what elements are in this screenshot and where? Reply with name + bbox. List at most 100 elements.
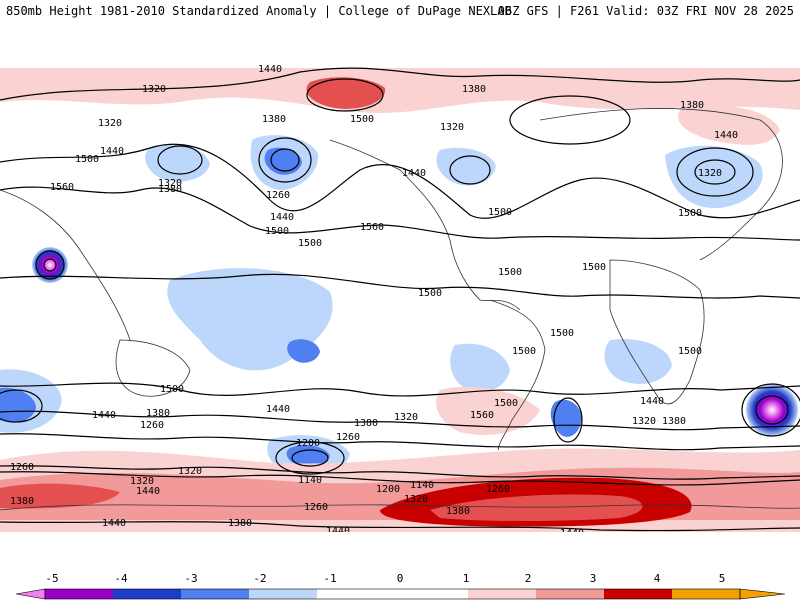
contour-1380-north: [509, 95, 631, 145]
anomaly-shading: [0, 68, 800, 532]
north-america-coast: [329, 139, 521, 311]
contour-label: 1500: [418, 288, 442, 299]
contour-label: 1260: [304, 502, 328, 513]
colorbar-cell-pos5: [672, 589, 740, 599]
contour-label: 1320: [440, 122, 464, 133]
contour-label: 1320: [698, 168, 722, 179]
antarctica-coast: [0, 504, 800, 511]
colorbar-label: 4: [653, 572, 661, 585]
contour-label: 1500: [494, 398, 518, 409]
colorbar-label: -5: [45, 572, 59, 585]
south-atlantic-blue: [604, 339, 672, 384]
aleutian-high: [306, 77, 386, 109]
height-contours: [0, 67, 800, 532]
contour-low-south-indian-inner: [755, 395, 789, 425]
contour-label: 1440: [136, 486, 160, 497]
contour-low-south-atlantic: [553, 397, 583, 443]
contour-low-atlantic: [449, 155, 491, 185]
eurasia-positive: [678, 105, 780, 145]
contour-label: 1260: [266, 190, 290, 201]
colorbar-label: 1: [462, 572, 470, 585]
contour-label: 1440: [92, 410, 116, 421]
contour-1320-south: [0, 471, 800, 486]
contour-low-siberia: [676, 147, 754, 197]
colorbar-label: 2: [524, 572, 532, 585]
contour-label: 1380: [446, 506, 470, 517]
contour-label: 1500: [488, 207, 512, 218]
contour-label: 1440: [402, 168, 426, 179]
contour-label: 1560: [470, 410, 494, 421]
contour-low-pacific: [258, 137, 312, 183]
map-canvas: 1440 1320 1500 1380 1320 1440 1500 1560 …: [0, 64, 800, 532]
colorbar-label: 5: [718, 572, 726, 585]
contour-label: 1260: [10, 462, 34, 473]
contour-labels: 1440 1320 1500 1380 1320 1440 1500 1560 …: [10, 64, 738, 532]
contour-1440-north: [0, 67, 800, 101]
contour-label: 1380: [10, 496, 34, 507]
contour-label: 1320: [632, 416, 656, 427]
colorbar-label: -4: [114, 572, 128, 585]
contour-label: 1320: [178, 466, 202, 477]
contour-label: 1320: [158, 178, 182, 189]
southern-ocean-positive-core: [430, 494, 643, 521]
contour-label: 1500: [350, 114, 374, 125]
australia-coast: [115, 339, 191, 397]
contour-low-siberia-inner: [694, 159, 736, 185]
contour-label: 1500: [582, 262, 606, 273]
colorbar-label: 3: [589, 572, 597, 585]
contour-label: 1440: [100, 146, 124, 157]
south-atlantic-low: [550, 399, 582, 437]
colorbar-cell-pos1: [400, 589, 468, 599]
contour-label: 1380: [228, 518, 252, 529]
east-asia-low: [145, 144, 210, 182]
contour-label: 1140: [410, 480, 434, 491]
contour-1260-south: [0, 465, 800, 480]
colorbar-cell-neg4: [113, 589, 181, 599]
colorbar-strip: [15, 588, 786, 600]
contour-1500-tropics: [0, 273, 800, 299]
colorbar-tip-right: [739, 588, 786, 600]
valid-time-label: 06Z GFS | F261 Valid: 03Z FRI NOV 28 202…: [497, 4, 794, 18]
contour-low-south-pacific-inner: [291, 449, 329, 467]
south-america-coast: [489, 299, 546, 451]
west-positive-south: [0, 483, 120, 509]
contour-1560-north: [0, 186, 800, 241]
contour-low-pacific-inner: [270, 148, 300, 172]
siberia-low: [665, 145, 763, 209]
contour-label: 1500: [678, 208, 702, 219]
contour-label: 1380: [680, 100, 704, 111]
contour-label: 1500: [678, 346, 702, 357]
contour-label: 1440: [270, 212, 294, 223]
colorbar-cell-pos3: [536, 589, 604, 599]
colorbar-label: 0: [396, 572, 404, 585]
colorbar-label: -1: [323, 572, 337, 585]
contour-low-south-pacific: [275, 441, 345, 475]
colorbar: -5 -4 -3 -2 -1 0 1 2 3 4 5: [0, 572, 800, 600]
contour-1500-south: [0, 382, 800, 397]
contour-label: 1440: [560, 528, 584, 532]
contour-low-east-asia: [157, 145, 203, 175]
colorbar-tip-left: [15, 588, 46, 600]
contour-label: 1260: [336, 432, 360, 443]
colorbar-label: -2: [253, 572, 267, 585]
contour-label: 1320: [142, 84, 166, 95]
colorbar-cell-neg3: [181, 589, 249, 599]
contour-label: 1440: [640, 396, 664, 407]
contour-label: 1320: [404, 494, 428, 505]
contour-1380-south: [0, 433, 800, 451]
south-indian-low: [746, 384, 798, 436]
contour-label: 1320: [394, 412, 418, 423]
anomaly-map[interactable]: 1440 1320 1500 1380 1320 1440 1500 1560 …: [0, 40, 800, 532]
contour-label: 1380: [158, 184, 182, 195]
contour-label: 1500: [498, 267, 522, 278]
contour-typhoon-inner: [43, 258, 57, 272]
contour-label: 1200: [376, 484, 400, 495]
map-title: 850mb Height 1981-2010 Standardized Anom…: [6, 4, 512, 18]
contour-label: 1440: [102, 518, 126, 529]
south-america-blue: [450, 343, 510, 392]
contour-label: 1380: [462, 84, 486, 95]
contour-label: 1320: [130, 476, 154, 487]
colorbar-cell-pos4: [604, 589, 672, 599]
contour-1440-south: [0, 410, 800, 431]
contour-high-aleutian: [306, 78, 384, 112]
